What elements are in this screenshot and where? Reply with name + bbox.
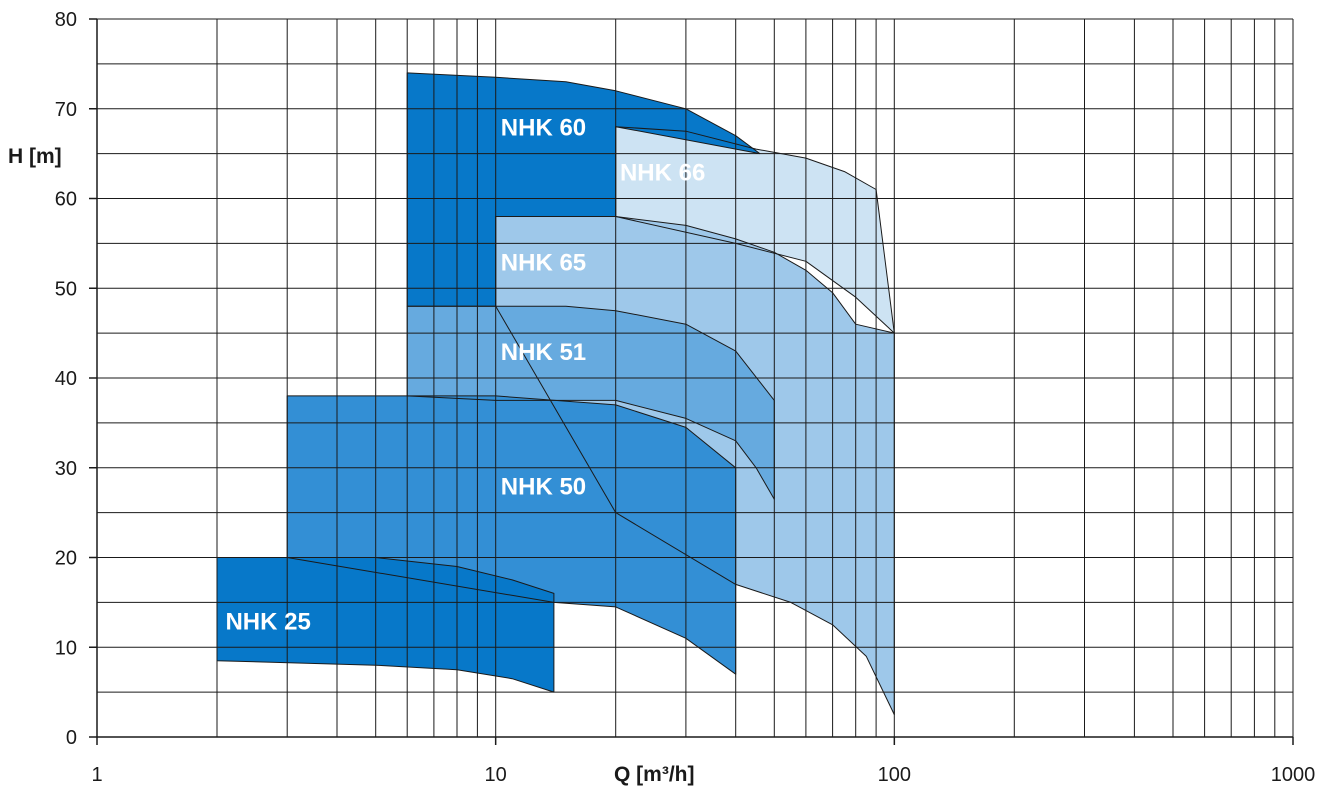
x-axis-ticks: 1 10 100 1000 (91, 737, 1315, 786)
x-tick-label: 100 (878, 764, 911, 786)
y-tick-label: 50 (55, 278, 77, 300)
region-nhk-51 (407, 306, 775, 500)
region-nhk-25 (217, 557, 554, 693)
region-label-nhk-51: NHK 51 (501, 339, 586, 366)
region-labels: NHK 66 NHK 65 NHK 51 NHK 60 NHK 50 NHK 25 (225, 115, 705, 636)
region-outline-nhk-25 (216, 557, 555, 693)
y-tick-label: 20 (55, 548, 77, 570)
y-tick-label: 30 (55, 458, 77, 480)
region-outline-nhk-65 (495, 216, 895, 716)
performance-regions (217, 72, 895, 715)
x-tick-label: 1 (91, 764, 102, 786)
region-label-nhk-50: NHK 50 (501, 474, 586, 501)
y-tick-label: 0 (66, 727, 77, 749)
x-axis-label: Q [m³/h] (614, 763, 694, 786)
region-label-nhk-65: NHK 65 (501, 249, 586, 276)
region-label-nhk-60: NHK 60 (501, 115, 586, 142)
y-axis-ticks: 0 10 20 30 40 50 60 70 80 (55, 9, 97, 749)
x-tick-label: 1000 (1271, 764, 1316, 786)
region-label-nhk-66: NHK 66 (620, 160, 705, 187)
x-tick-label: 10 (485, 764, 507, 786)
y-tick-label: 80 (55, 9, 77, 31)
region-outline-nhk-66 (615, 126, 895, 334)
y-axis-label: H [m] (8, 145, 62, 168)
region-label-nhk-25: NHK 25 (225, 608, 310, 635)
region-outline-nhk-60 (406, 72, 761, 307)
region-outline-nhk-51 (406, 305, 775, 500)
y-tick-label: 60 (55, 189, 77, 211)
region-nhk-50 (287, 395, 736, 675)
region-outline-nhk-50 (286, 395, 737, 675)
y-tick-label: 70 (55, 99, 77, 121)
y-tick-label: 40 (55, 368, 77, 390)
grid-lines (96, 18, 1294, 738)
y-tick-label: 10 (55, 637, 77, 659)
region-nhk-66 (615, 126, 895, 334)
region-outlines (216, 72, 895, 716)
